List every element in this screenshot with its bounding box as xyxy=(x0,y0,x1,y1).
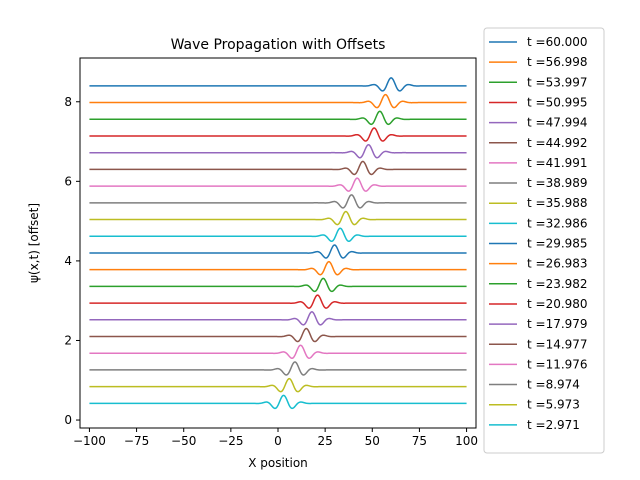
x-axis-label: X position xyxy=(248,456,308,470)
legend-label-10: t =29.985 xyxy=(527,237,588,251)
series-line-7 xyxy=(89,194,467,209)
legend-label-12: t =23.982 xyxy=(527,277,588,291)
series-line-6 xyxy=(89,177,467,192)
series-line-9 xyxy=(89,227,467,243)
series-line-0 xyxy=(89,77,467,92)
legend-label-1: t =56.998 xyxy=(527,55,588,69)
x-tick-label: −100 xyxy=(73,434,106,448)
y-axis-label: ψ(x,t) [offset] xyxy=(27,203,41,283)
x-tick-label: 100 xyxy=(455,434,478,448)
series-line-11 xyxy=(89,260,467,276)
legend-label-9: t =32.986 xyxy=(527,216,588,230)
legend-label-7: t =38.989 xyxy=(527,176,588,190)
y-tick-label: 4 xyxy=(64,254,72,268)
legend-label-15: t =14.977 xyxy=(527,337,588,351)
series-line-4 xyxy=(89,143,467,159)
plot-area xyxy=(89,77,467,410)
series-line-16 xyxy=(89,344,467,360)
x-tick-label: −50 xyxy=(171,434,196,448)
legend-label-11: t =26.983 xyxy=(527,257,588,271)
legend-label-2: t =53.997 xyxy=(527,75,588,89)
legend-label-16: t =11.976 xyxy=(527,357,588,371)
x-tick-label: 25 xyxy=(318,434,333,448)
series-line-17 xyxy=(89,361,467,376)
y-tick-label: 0 xyxy=(64,413,72,427)
series-line-10 xyxy=(89,244,467,259)
series-line-3 xyxy=(89,127,467,142)
y-tick-label: 6 xyxy=(64,174,72,188)
legend-label-8: t =35.988 xyxy=(527,196,588,210)
legend-label-18: t =5.973 xyxy=(527,398,580,412)
legend-label-0: t =60.000 xyxy=(527,35,588,49)
legend-label-14: t =17.979 xyxy=(527,317,588,331)
series-line-14 xyxy=(89,311,467,326)
legend-label-13: t =20.980 xyxy=(527,297,588,311)
series-line-18 xyxy=(89,377,467,393)
series-line-12 xyxy=(89,277,467,293)
legend-label-17: t =8.974 xyxy=(527,378,580,392)
legend-label-19: t =2.971 xyxy=(527,418,580,432)
series-line-1 xyxy=(89,93,467,109)
legend-label-6: t =41.991 xyxy=(527,156,588,170)
y-tick-label: 2 xyxy=(64,333,72,347)
legend-label-3: t =50.995 xyxy=(527,95,588,109)
x-tick-label: 50 xyxy=(365,434,380,448)
legend-frame xyxy=(483,27,605,454)
series-line-8 xyxy=(89,210,467,226)
plot-frame xyxy=(79,57,477,429)
x-tick-label: 75 xyxy=(412,434,427,448)
series-line-19 xyxy=(89,394,467,410)
chart-title: Wave Propagation with Offsets xyxy=(171,37,386,53)
x-axis: −100 −75 −50 −25 0 25 50 75 100 xyxy=(73,428,478,448)
y-axis: 0 2 4 6 8 xyxy=(64,95,80,427)
series-line-15 xyxy=(89,327,467,343)
legend-label-5: t =44.992 xyxy=(527,136,588,150)
legend-label-4: t =47.994 xyxy=(527,116,588,130)
x-tick-label: −75 xyxy=(124,434,149,448)
legend: t =60.000 t =56.998 t =53.997 t =50.995 t =4… xyxy=(483,27,605,454)
x-tick-label: 0 xyxy=(274,434,282,448)
series-line-5 xyxy=(89,160,467,176)
y-tick-label: 8 xyxy=(64,95,72,109)
x-tick-label: −25 xyxy=(218,434,243,448)
series-line-2 xyxy=(89,110,467,126)
series-line-13 xyxy=(89,294,467,309)
